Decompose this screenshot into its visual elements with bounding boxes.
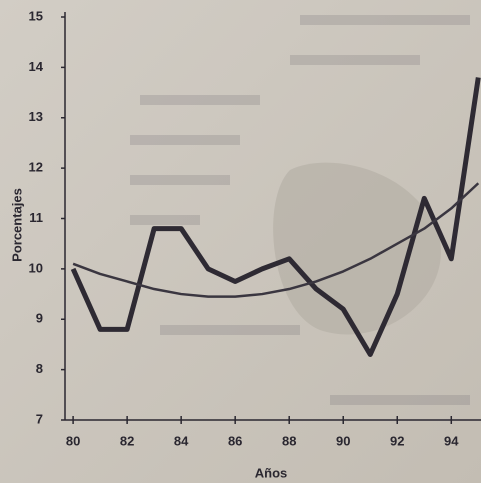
y-tick-label: 11: [29, 210, 43, 225]
y-axis-label: Porcentajes: [9, 188, 24, 262]
y-tick-label: 15: [29, 8, 43, 23]
data-line: [70, 77, 481, 358]
x-tick-label: 86: [228, 433, 242, 448]
x-tick-label: 84: [174, 433, 189, 448]
x-axis-label: Años: [255, 465, 288, 480]
x-tick-label: 82: [120, 433, 134, 448]
x-tick-label: 94: [444, 433, 459, 448]
y-tick-label: 12: [29, 160, 43, 175]
y-tick-label: 13: [29, 109, 43, 124]
y-tick-label: 7: [36, 411, 43, 426]
y-tick-label: 9: [36, 311, 43, 326]
y-tick-label: 8: [36, 361, 43, 376]
y-tick-label: 10: [29, 260, 43, 275]
x-tick-label: 88: [282, 433, 296, 448]
trend-line: [72, 182, 480, 298]
x-tick-label: 80: [66, 433, 80, 448]
y-tick-label: 14: [29, 59, 44, 74]
x-tick-label: 90: [336, 433, 350, 448]
x-tick-label: 92: [390, 433, 404, 448]
background-text: [130, 15, 470, 405]
